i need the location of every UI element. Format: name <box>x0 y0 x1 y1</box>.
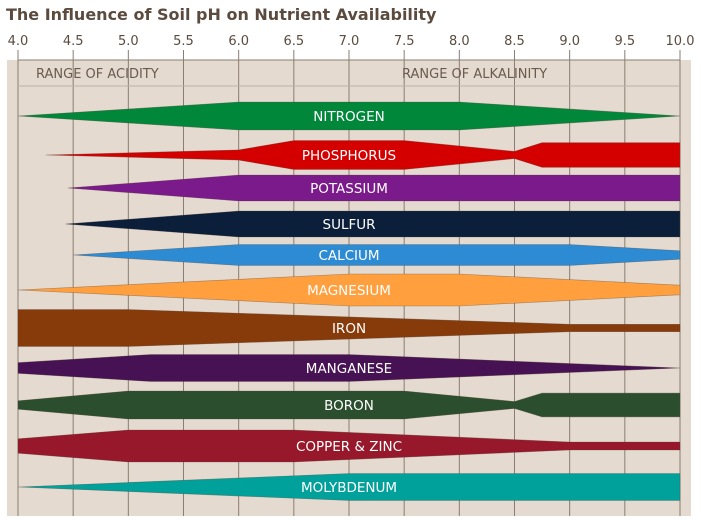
band-manganese <box>17 354 681 382</box>
band-label-potassium: POTASSIUM <box>310 181 388 197</box>
band-label-nitrogen: NITROGEN <box>313 109 384 125</box>
x-tick-label: 6.0 <box>228 34 249 49</box>
band-magnesium <box>17 273 681 307</box>
range-of-alkalinity-label: RANGE OF ALKALINITY <box>402 67 547 82</box>
x-tick-label: 9.5 <box>614 34 635 49</box>
band-label-molybdenum: MOLYBDENUM <box>301 480 397 496</box>
band-calcium <box>73 244 681 266</box>
x-tick-label: 10.0 <box>666 34 695 49</box>
band-label-boron: BORON <box>324 398 374 414</box>
band-label-phosphorus: PHOSPHORUS <box>302 148 396 164</box>
x-tick-label: 5.0 <box>118 34 139 49</box>
chart-title: The Influence of Soil pH on Nutrient Ava… <box>6 5 437 24</box>
band-boron <box>17 390 681 420</box>
nutrient-bands: NITROGEN PHOSPHORUS POTASSIUM SULFUR CALCIUM… <box>17 101 681 501</box>
band-label-sulfur: SULFUR <box>323 217 376 233</box>
x-tick-label: 5.5 <box>173 34 194 49</box>
band-iron <box>17 309 681 347</box>
band-sulfur <box>65 210 681 238</box>
x-tick-label: 7.5 <box>394 34 415 49</box>
band-molybdenum <box>17 473 681 501</box>
band-label-copper-zinc: COPPER & ZINC <box>296 439 402 455</box>
band-label-magnesium: MAGNESIUM <box>307 283 391 299</box>
band-label-calcium: CALCIUM <box>318 248 379 264</box>
band-potassium <box>67 174 681 202</box>
x-axis-ticks: 4.0 4.5 5.0 5.5 6.0 6.5 7.0 7.5 8.0 8.5 9.0 9.5 10.0 <box>8 34 695 49</box>
x-tick-label: 8.0 <box>449 34 470 49</box>
band-copper-zinc <box>17 429 681 463</box>
range-of-acidity-label: RANGE OF ACIDITY <box>36 67 159 82</box>
band-label-iron: IRON <box>332 321 366 337</box>
x-tick-label: 7.0 <box>339 34 360 49</box>
x-tick-label: 9.0 <box>559 34 580 49</box>
x-tick-label: 8.5 <box>504 34 525 49</box>
band-label-manganese: MANGANESE <box>306 361 392 377</box>
x-tick-label: 4.0 <box>8 34 29 49</box>
x-tick-label: 4.5 <box>63 34 84 49</box>
band-phosphorus <box>45 140 681 170</box>
x-tick-label: 6.5 <box>283 34 304 49</box>
band-nitrogen <box>17 101 681 131</box>
